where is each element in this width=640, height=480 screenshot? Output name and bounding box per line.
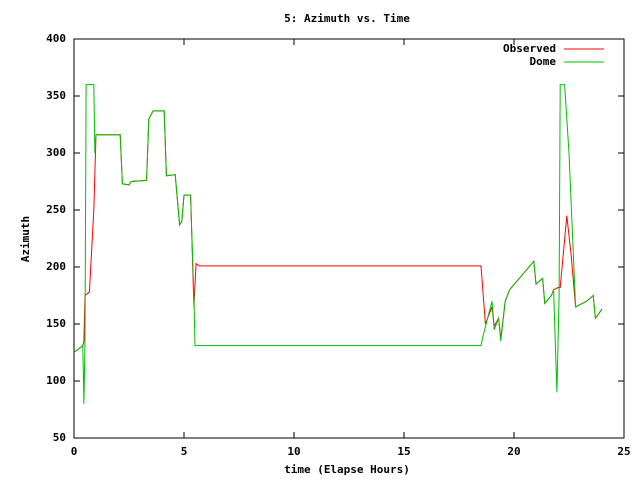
plot-border: [73, 38, 625, 439]
x-tick-label: 5: [181, 445, 188, 458]
y-tick-label: 50: [53, 431, 66, 444]
x-tick-label: 10: [287, 445, 300, 458]
y-tick-label: 300: [46, 146, 66, 159]
y-axis-label: Azimuth: [19, 216, 32, 262]
y-tick-label: 400: [46, 32, 66, 45]
y-tick-label: 150: [46, 317, 66, 330]
series-line: [73, 110, 603, 353]
legend-label: Observed: [503, 42, 556, 55]
y-tick-label: 350: [46, 89, 66, 102]
x-tick-label: 25: [617, 445, 630, 458]
y-tick-label: 200: [46, 260, 66, 273]
x-tick-label: 0: [71, 445, 78, 458]
series-line: [73, 84, 603, 404]
x-tick-label: 15: [397, 445, 410, 458]
x-axis-label: time (Elapse Hours): [284, 463, 410, 476]
legend-label: Dome: [530, 55, 557, 68]
x-tick-label: 20: [507, 445, 520, 458]
y-tick-label: 100: [46, 374, 66, 387]
y-tick-label: 250: [46, 203, 66, 216]
chart-title: 5: Azimuth vs. Time: [284, 12, 410, 25]
